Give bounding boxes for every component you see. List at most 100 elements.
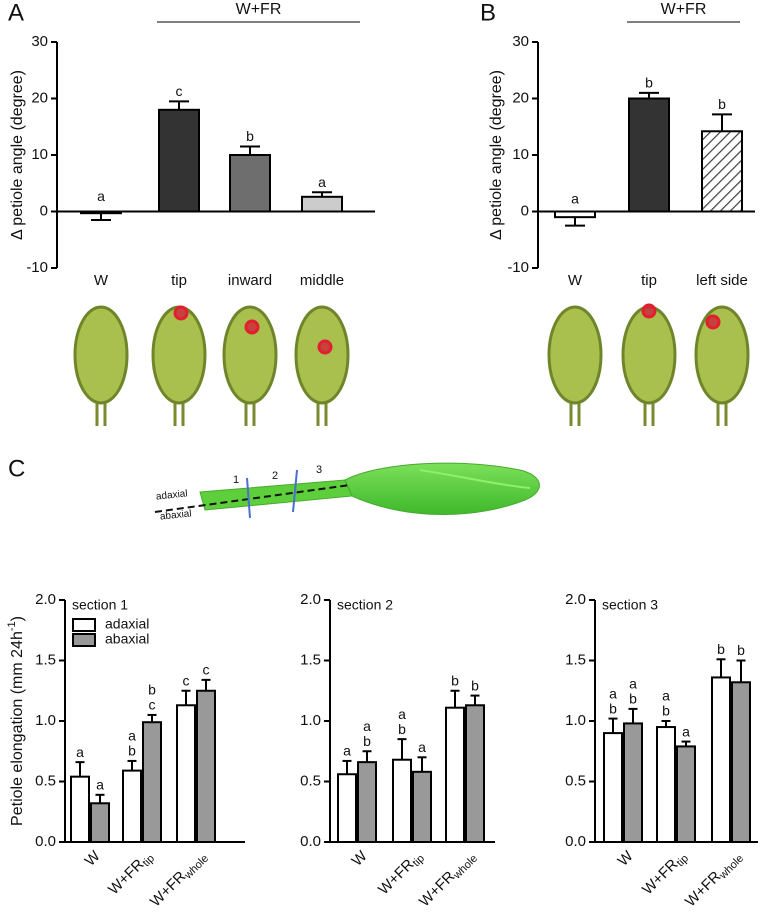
significance-letter: b <box>363 733 371 749</box>
bar <box>301 195 343 213</box>
x-tick-label: W+FRwhole <box>682 848 746 912</box>
significance-letter: c <box>176 83 183 99</box>
y-tick-label: 10 <box>512 146 529 163</box>
significance-letter: c <box>203 662 210 678</box>
category-part: whole <box>450 853 480 883</box>
category-part: whole <box>716 853 746 883</box>
bar <box>731 681 751 844</box>
significance-letter: b <box>629 691 637 707</box>
significance-letter: b <box>246 128 254 144</box>
bar <box>158 108 200 213</box>
y-tick-label: 2.0 <box>565 591 586 608</box>
leaf <box>73 305 129 405</box>
significance-letter: a <box>629 676 637 692</box>
leaf <box>547 305 603 405</box>
category-part: W <box>615 847 638 870</box>
bar <box>676 745 696 843</box>
bar <box>196 689 216 843</box>
x-tick-label: W <box>349 847 372 870</box>
x-tick-label: W+FRtip <box>105 848 157 900</box>
significance-letter: a <box>662 688 670 704</box>
y-label-part: ) <box>9 616 26 621</box>
significance-letter: b <box>128 743 136 759</box>
y-tick-label: 20 <box>512 89 529 106</box>
bar <box>701 130 743 213</box>
y-tick-label: 1.5 <box>565 651 586 668</box>
bar <box>337 773 357 843</box>
section-label: 2 <box>272 470 278 482</box>
leaf <box>151 305 207 405</box>
significance-letter: b <box>645 75 653 91</box>
x-tick-label: W+FRtip <box>639 848 691 900</box>
y-tick-label: 20 <box>31 89 48 106</box>
leaf-illustration: 1 2 3 adaxial abaxial <box>154 462 540 523</box>
y-label-part: Petiole elongation (mm 24h <box>9 631 26 826</box>
significance-letter: b <box>398 721 406 737</box>
significance-letter: a <box>418 739 426 755</box>
significance-letter: c <box>183 672 190 688</box>
bar <box>623 722 643 843</box>
leaf <box>621 305 677 405</box>
x-tick-label: W+FRwhole <box>147 848 211 912</box>
x-tick-label: middle <box>300 272 344 289</box>
bar <box>122 769 142 843</box>
bar <box>628 97 670 213</box>
category-part: W <box>82 847 105 870</box>
side-label: abaxial <box>159 508 192 522</box>
section-label: 3 <box>316 464 322 476</box>
light-spot <box>317 339 333 355</box>
y-tick-label: 1.0 <box>35 712 56 729</box>
bracket-label: W+FR <box>661 1 707 18</box>
significance-letter: b <box>148 682 156 698</box>
legend-label: abaxial <box>105 631 149 647</box>
significance-letter: a <box>97 188 105 204</box>
bar <box>142 721 162 844</box>
x-tick-label: W <box>615 847 638 870</box>
significance-letter: a <box>318 174 326 190</box>
y-tick-label: 0.0 <box>565 833 586 850</box>
y-tick-label: 2.0 <box>300 591 321 608</box>
significance-letter: a <box>96 777 104 793</box>
y-tick-label: 30 <box>512 33 529 50</box>
y-tick-label: 0.5 <box>300 772 321 789</box>
light-spot <box>173 305 189 321</box>
y-axis-label: Δ petiole angle (degree) <box>488 70 505 240</box>
significance-letter: b <box>718 96 726 112</box>
light-spot <box>705 314 721 330</box>
bar <box>70 775 90 843</box>
light-spot <box>641 303 657 319</box>
side-label: adaxial <box>155 488 188 502</box>
significance-letter: a <box>398 706 406 722</box>
y-tick-label: 1.0 <box>565 712 586 729</box>
bar <box>603 732 623 843</box>
panel-label: C <box>8 455 25 482</box>
legend-label: adaxial <box>105 616 149 632</box>
bar <box>176 704 196 844</box>
bar <box>90 802 110 844</box>
bar <box>229 154 271 213</box>
y-tick-label: 2.0 <box>35 591 56 608</box>
panel-label: B <box>480 0 496 26</box>
y-axis-label: Δ petiole angle (degree) <box>9 70 26 240</box>
leaf <box>222 305 278 405</box>
x-tick-label: W+FRtip <box>375 848 427 900</box>
y-tick-label: 0.0 <box>35 833 56 850</box>
significance-letter: b <box>662 703 670 719</box>
bar <box>711 676 731 843</box>
y-tick-label: 30 <box>31 33 48 50</box>
x-tick-label: W <box>568 272 583 289</box>
y-tick-label: 10 <box>31 146 48 163</box>
significance-letter: a <box>343 743 351 759</box>
significance-letter: a <box>571 190 579 206</box>
bar <box>80 210 122 215</box>
significance-letter: a <box>128 728 136 744</box>
significance-letter: a <box>76 744 84 760</box>
section-title: section 2 <box>337 597 393 613</box>
category-part: whole <box>181 853 211 883</box>
bar <box>445 706 465 843</box>
significance-letter: b <box>451 672 459 688</box>
x-tick-label: tip <box>171 272 187 289</box>
significance-letter: a <box>363 718 371 734</box>
x-tick-label: tip <box>641 272 657 289</box>
light-spot <box>244 319 260 335</box>
